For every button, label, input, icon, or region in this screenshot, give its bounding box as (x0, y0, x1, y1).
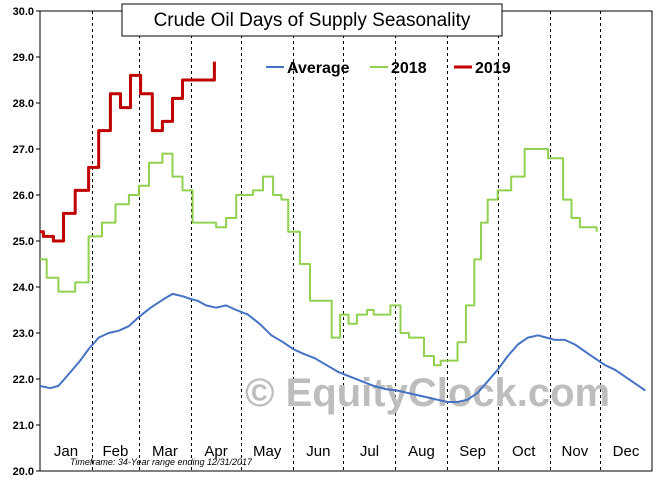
y-tick-label: 25.0 (13, 236, 34, 248)
chart-title: Crude Oil Days of Supply Seasonality (154, 10, 471, 31)
y-tick-label: 23.0 (13, 328, 34, 340)
y-axis: 20.0 21.0 22.0 23.0 24.0 25.0 26.0 27.0 28.0 29.0… (13, 6, 40, 478)
series-line-2019 (40, 61, 216, 243)
month-label: Apr (204, 443, 227, 460)
y-tick-label: 24.0 (13, 282, 34, 294)
x-axis-months: Jan Feb Mar Apr May Jun Jul Aug Sep Oct Nov Dec (54, 443, 640, 460)
month-label: Mar (152, 443, 178, 460)
month-label: Dec (613, 443, 640, 460)
legend: Average 2018 2019 (266, 60, 511, 77)
month-label: Nov (562, 443, 589, 460)
legend-entry: 2018 (391, 60, 427, 77)
month-label: Jan (54, 443, 78, 460)
series-line-2018 (40, 148, 598, 367)
legend-entry: 2019 (475, 60, 511, 77)
series-lines (39, 61, 646, 403)
month-label: May (253, 443, 282, 460)
month-label: Oct (512, 443, 536, 460)
y-tick-label: 30.0 (13, 6, 34, 18)
legend-entry: Average (287, 60, 350, 77)
month-label: Sep (459, 443, 486, 460)
footnote: Timeframe: 34-Year range ending 12/31/20… (70, 457, 253, 467)
y-tick-label: 29.0 (13, 52, 34, 64)
month-label: Feb (103, 443, 129, 460)
series-line-average (39, 292, 646, 403)
month-label: Jun (306, 443, 330, 460)
y-tick-label: 28.0 (13, 98, 34, 110)
y-tick-label: 27.0 (13, 144, 34, 156)
month-gridlines (92, 11, 601, 471)
y-tick-label: 26.0 (13, 190, 34, 202)
chart-title-box: Crude Oil Days of Supply Seasonality (121, 3, 503, 37)
y-tick-label: 21.0 (13, 420, 34, 432)
y-tick-label: 22.0 (13, 374, 34, 386)
month-label: Jul (360, 443, 379, 460)
y-tick-label: 20.0 (13, 466, 34, 478)
watermark: © EquityClock.com (245, 371, 610, 415)
month-label: Aug (408, 443, 435, 460)
